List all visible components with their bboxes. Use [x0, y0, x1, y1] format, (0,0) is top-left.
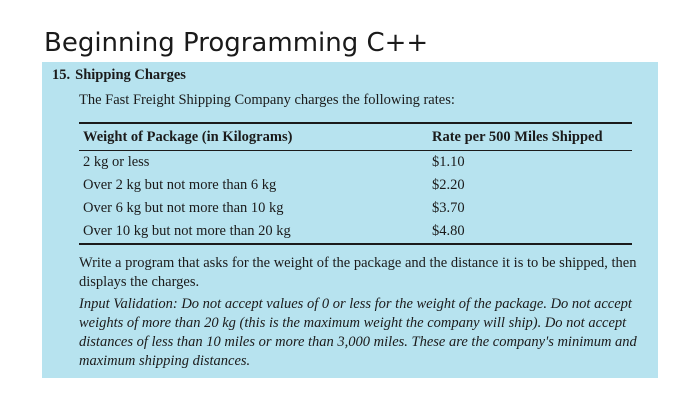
page-title: Beginning Programming C++: [44, 28, 429, 58]
rate-cell: $3.70: [432, 200, 465, 216]
weight-cell: Over 6 kg but not more than 10 kg: [83, 200, 284, 216]
problem-title: Shipping Charges: [75, 67, 186, 83]
problem-heading: 15. Shipping Charges: [52, 67, 186, 84]
rate-cell: $2.20: [432, 177, 465, 193]
validation-label: Input Validation:: [79, 296, 178, 312]
table-row: Over 2 kg but not more than 6 kg $2.20: [79, 174, 632, 197]
table-row: Over 6 kg but not more than 10 kg $3.70: [79, 197, 632, 220]
problem-panel: 15. Shipping Charges The Fast Freight Shi…: [42, 62, 658, 378]
problem-intro: The Fast Freight Shipping Company charge…: [79, 92, 455, 108]
problem-number: 15.: [52, 67, 71, 83]
header-rate: Rate per 500 Miles Shipped: [428, 122, 632, 151]
problem-description: Write a program that asks for the weight…: [79, 255, 637, 290]
header-weight: Weight of Package (in Kilograms): [79, 122, 428, 151]
weight-cell: 2 kg or less: [83, 154, 150, 170]
validation-text: Do not accept values of 0 or less for th…: [79, 296, 637, 369]
table-header-row: Weight of Package (in Kilograms) Rate pe…: [79, 122, 632, 151]
weight-cell: Over 10 kg but not more than 20 kg: [79, 220, 428, 245]
input-validation: Input Validation: Do not accept values o…: [79, 295, 644, 371]
table-row: Over 10 kg but not more than 20 kg $4.80: [79, 220, 632, 245]
rates-table: Weight of Package (in Kilograms) Rate pe…: [79, 122, 632, 245]
weight-cell: Over 2 kg but not more than 6 kg: [83, 177, 277, 193]
rate-cell: $1.10: [432, 154, 465, 170]
rate-cell: $4.80: [428, 220, 632, 245]
table-row: 2 kg or less $1.10: [79, 151, 632, 175]
